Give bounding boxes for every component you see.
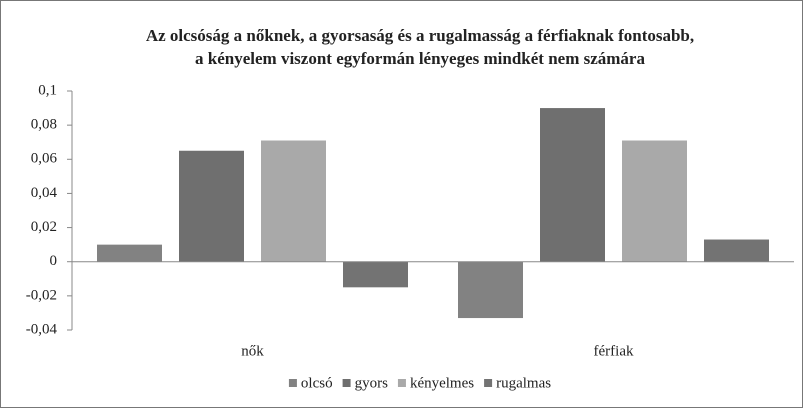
bar: [343, 261, 408, 288]
y-tick-label: 0,06: [31, 151, 58, 167]
y-tick-label: 0: [50, 253, 58, 269]
legend-label: gyors: [355, 375, 388, 391]
bar: [704, 239, 769, 262]
y-tick-label: -0,02: [26, 287, 57, 303]
bar: [179, 150, 244, 262]
legend-marker: [484, 379, 493, 387]
legend-marker: [397, 379, 406, 387]
y-tick-label: -0,04: [26, 321, 58, 337]
bar: [261, 140, 326, 262]
chart-title: Az olcsóság a nőknek, a gyorsaság és a r…: [146, 26, 694, 45]
legend-marker: [288, 379, 297, 387]
chart-title: a kényelem viszont egyformán lényeges mi…: [195, 49, 645, 68]
legend-marker: [342, 379, 351, 387]
y-tick-label: 0,04: [31, 185, 58, 201]
legend-label: rugalmas: [496, 375, 551, 391]
bar: [97, 244, 162, 262]
y-tick-label: 0,1: [38, 82, 57, 98]
bar: [540, 108, 605, 262]
legend-label: olcsó: [301, 375, 333, 391]
bar: [458, 261, 523, 319]
bar: [622, 140, 687, 262]
y-tick-label: 0,02: [31, 219, 57, 235]
x-tick-label: férfiak: [594, 343, 634, 359]
y-tick-label: 0,08: [31, 117, 57, 133]
x-tick-label: nők: [241, 343, 264, 359]
legend-label: kényelmes: [410, 375, 474, 391]
